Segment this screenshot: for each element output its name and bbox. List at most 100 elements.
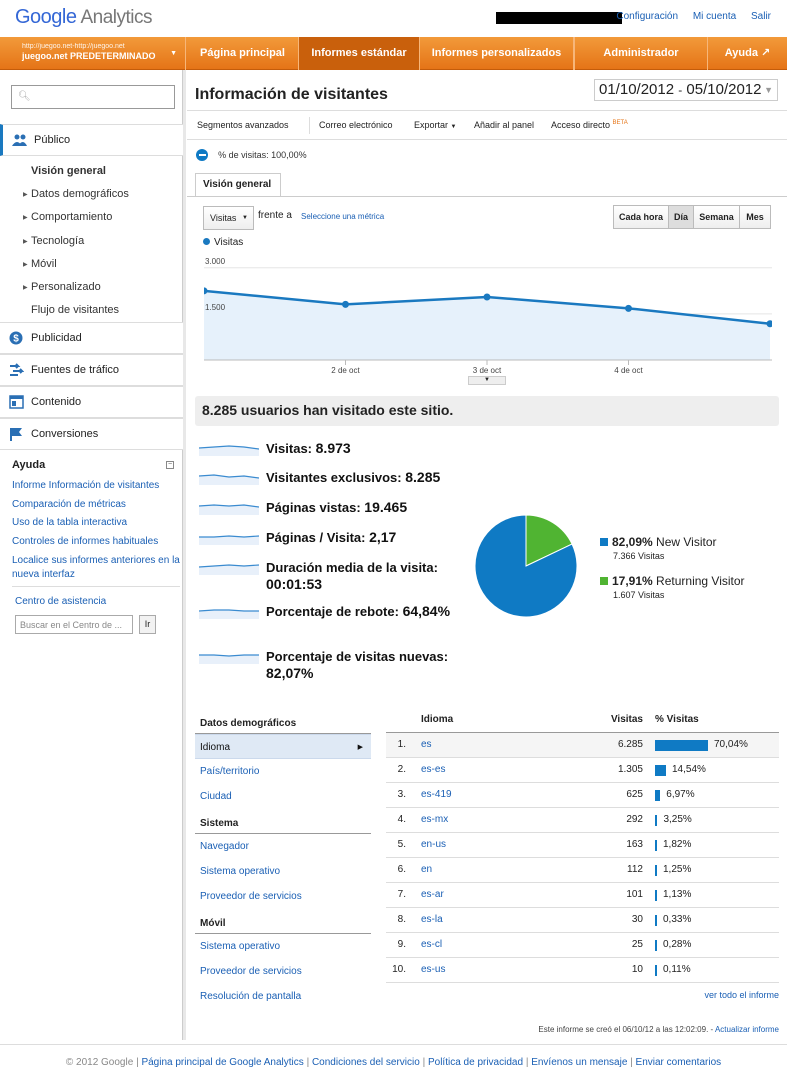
dimension-item[interactable]: Proveedor de servicios <box>195 884 371 909</box>
pie-slice-returning-visitor[interactable] <box>525 514 573 567</box>
language-link[interactable]: es-es <box>421 764 446 775</box>
sidebar-item-label: Móvil <box>31 258 57 270</box>
select-metric-link[interactable]: Seleccione una métrica <box>301 212 385 221</box>
sidebar-item-tecnologia[interactable]: ▶ Tecnología <box>23 235 84 247</box>
language-link[interactable]: es-cl <box>421 939 443 950</box>
tab-standard-reports[interactable]: Informes estándar <box>299 37 420 70</box>
granularity-week-button[interactable]: Semana <box>694 206 740 228</box>
sidebar-item-movil[interactable]: ▶ Móvil <box>23 258 57 270</box>
sidebar-section-conversiones[interactable]: Conversiones <box>0 418 183 450</box>
refresh-report-link[interactable]: Actualizar informe <box>714 1025 779 1034</box>
sidebar-item-comportamiento[interactable]: ▶ Comportamiento <box>23 211 112 223</box>
collapse-icon[interactable]: − <box>166 461 174 469</box>
sidebar-item-flujo-visitantes[interactable]: Flujo de visitantes <box>31 304 120 316</box>
language-link[interactable]: es-ar <box>421 889 444 900</box>
percent-value: 1,13% <box>663 889 692 900</box>
dimension-item[interactable]: Resolución de pantalla <box>195 984 371 1009</box>
help-search-button[interactable]: Ir <box>139 615 156 634</box>
metric-value: 8.285 <box>405 469 441 485</box>
beta-badge: BETA <box>612 120 628 126</box>
shortcut-button[interactable]: Acceso directo BETA <box>551 120 628 130</box>
data-point[interactable] <box>625 304 632 312</box>
email-button[interactable]: Correo electrónico <box>319 120 393 130</box>
help-link[interactable]: Comparación de métricas <box>12 499 126 510</box>
sidebar-section-publicidad[interactable]: $ Publicidad <box>0 322 183 354</box>
help-link[interactable]: Localice sus informes anteriores en la n… <box>12 555 180 580</box>
chart-resize-handle[interactable]: ▼ <box>468 376 506 385</box>
tab-help[interactable]: Ayuda ↗ <box>708 37 787 70</box>
granularity-day-button[interactable]: Día <box>669 206 694 228</box>
footer-link[interactable]: Página principal de Google Analytics <box>141 1057 304 1068</box>
granularity-month-button[interactable]: Mes <box>740 206 770 228</box>
data-point[interactable] <box>766 320 773 328</box>
sparkline-line <box>199 474 259 479</box>
advanced-segments-button[interactable]: Segmentos avanzados <box>197 120 289 130</box>
metric-value: 82,07% <box>266 665 314 681</box>
sidebar-item-vision-general[interactable]: Visión general <box>31 165 106 177</box>
table-row: 4. es-mx 292 3,25% <box>386 808 779 833</box>
view-full-report-link[interactable]: ver todo el informe <box>704 990 779 1000</box>
dimension-item[interactable]: Sistema operativo <box>195 859 371 884</box>
data-point[interactable] <box>483 293 491 301</box>
x-tick-label: 2 de oct <box>331 366 360 375</box>
pie-slice-new-visitor[interactable] <box>474 514 578 618</box>
tab-vision-general[interactable]: Visión general <box>195 173 281 197</box>
language-link[interactable]: en-us <box>421 839 447 850</box>
sidebar-section-publico[interactable]: Público <box>0 124 183 156</box>
footer-link[interactable]: Envíenos un mensaje <box>531 1057 628 1068</box>
dimension-item[interactable]: Proveedor de servicios <box>195 959 371 984</box>
language-link[interactable]: es-us <box>421 964 446 975</box>
help-link[interactable]: Controles de informes habituales <box>12 536 159 547</box>
pie-pct: 82,09% <box>612 535 653 549</box>
pie-legend-returning: 17,91% Returning Visitor 1.607 Visitas <box>600 574 745 600</box>
dimension-item[interactable]: País/territorio <box>195 759 371 784</box>
sidebar-search-input[interactable]: 🔍︎ <box>11 85 175 109</box>
sidebar-item-datos-demograficos[interactable]: ▶ Datos demográficos <box>23 188 129 200</box>
percent-value: 0,33% <box>663 914 692 925</box>
dimension-item[interactable]: Sistema operativo <box>195 934 371 959</box>
percent-bar <box>655 965 657 976</box>
visits-value: 6.285 <box>617 739 643 750</box>
data-point[interactable] <box>204 287 208 295</box>
sidebar-item-personalizado[interactable]: ▶ Personalizado <box>23 281 101 293</box>
add-to-dashboard-button[interactable]: Añadir al panel <box>474 120 535 130</box>
dimension-item[interactable]: Ciudad <box>195 784 371 809</box>
dimension-item-idioma[interactable]: Idioma ▶ <box>195 734 371 759</box>
table-row: 2. es-es 1.305 14,54% <box>386 758 779 783</box>
data-point[interactable] <box>342 300 349 308</box>
table-row: 1. es 6.285 70,04% <box>386 733 779 758</box>
metric-select[interactable]: Visitas ▼ <box>203 206 254 230</box>
account-selector[interactable]: http://juegoo.net-http://juegoo.net jueg… <box>0 37 186 70</box>
content-window-icon <box>9 395 24 409</box>
footer-link[interactable]: Condiciones del servicio <box>311 1057 420 1068</box>
tab-home[interactable]: Página principal <box>187 37 299 70</box>
sidebar-section-fuentes[interactable]: Fuentes de tráfico <box>0 354 183 386</box>
tab-admin[interactable]: Administrador <box>574 37 708 70</box>
language-link[interactable]: es-la <box>421 914 443 925</box>
metric-text: Páginas vistas: 19.465 <box>266 499 456 516</box>
help-link[interactable]: Uso de la tabla interactiva <box>12 517 128 528</box>
audience-icon <box>12 134 27 146</box>
export-button[interactable]: Exportar ▼ <box>414 120 456 130</box>
settings-link[interactable]: Configuración <box>616 11 679 22</box>
help-search-input[interactable]: Buscar en el Centro de ... <box>15 615 133 634</box>
percent-value: 6,97% <box>666 789 695 800</box>
footer-link[interactable]: Política de privacidad <box>427 1057 524 1068</box>
my-account-link[interactable]: Mi cuenta <box>692 11 737 22</box>
sign-out-link[interactable]: Salir <box>750 11 771 22</box>
footer-link[interactable]: Enviar comentarios <box>635 1057 722 1068</box>
legend-dot <box>203 238 210 245</box>
granularity-hourly-button[interactable]: Cada hora <box>614 206 669 228</box>
google-analytics-logo[interactable]: Google Analytics <box>15 6 153 29</box>
sparkline <box>199 535 259 545</box>
language-link[interactable]: es-419 <box>421 789 452 800</box>
date-range-picker[interactable]: 01/10/2012 - 05/10/2012 ▼ <box>594 79 778 101</box>
help-center-link[interactable]: Centro de asistencia <box>15 596 107 607</box>
dimension-item[interactable]: Navegador <box>195 834 371 859</box>
tab-custom-reports[interactable]: Informes personalizados <box>420 37 574 70</box>
language-link[interactable]: es-mx <box>421 814 449 825</box>
help-link[interactable]: Informe Información de visitantes <box>12 480 160 491</box>
language-link[interactable]: es <box>421 739 432 750</box>
sidebar-section-contenido[interactable]: Contenido <box>0 386 183 418</box>
language-link[interactable]: en <box>421 864 433 875</box>
